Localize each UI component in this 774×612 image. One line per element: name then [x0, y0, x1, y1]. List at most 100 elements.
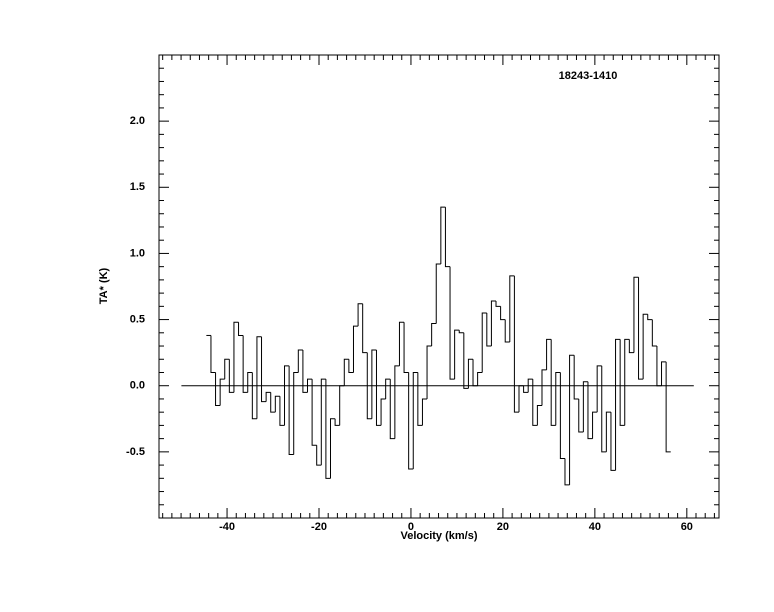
spectrum-channel	[449, 266, 455, 380]
spectrum-channel	[550, 339, 556, 426]
y-tick-label: 0.5	[130, 313, 145, 325]
spectrum-channel	[256, 336, 262, 419]
x-tick-label: 0	[408, 521, 414, 533]
spectrum-channel	[274, 395, 280, 413]
spectrum-channel	[619, 339, 625, 426]
spectrum-channel	[325, 379, 331, 479]
spectrum-channel	[481, 312, 487, 373]
spectrum-channel	[486, 312, 492, 347]
spectrum-channel	[500, 306, 506, 321]
spectrum-channel	[444, 207, 451, 268]
spectrum-channel	[624, 338, 630, 426]
spectrum-channel	[210, 335, 216, 373]
spectrum-channel	[431, 323, 437, 347]
spectrum-channel	[251, 372, 257, 420]
spectrum-channel	[647, 314, 653, 321]
spectrum-channel	[495, 301, 501, 307]
spectrum-channel	[242, 335, 248, 393]
spectrum-channel	[573, 355, 579, 400]
y-tick-label: 1.0	[130, 247, 145, 259]
spectrum-channel	[357, 303, 363, 327]
spectrum-channel	[578, 398, 584, 433]
spectrum-channel	[334, 418, 340, 426]
spectrum-channel	[288, 365, 294, 456]
spectrum-channel	[546, 338, 552, 370]
spectrum-channel	[348, 359, 354, 373]
y-tick-label: 1.5	[130, 181, 145, 193]
spectrum-channel	[665, 361, 671, 453]
spectrum-channel	[638, 277, 644, 380]
spectrum-channel	[555, 371, 561, 426]
spectrum-channel	[587, 381, 593, 440]
spectrum-channel	[412, 371, 418, 470]
spectrum-channel	[371, 349, 377, 419]
y-tick-label: 0.0	[130, 380, 145, 392]
spectrum-channel	[605, 411, 611, 452]
x-tick-label: 20	[497, 521, 509, 533]
spectrum-channel	[265, 391, 271, 402]
spectrum-channel	[380, 398, 386, 426]
spectrum-channel	[472, 359, 478, 387]
spectrum-channel	[440, 206, 446, 265]
spectrum-channel	[435, 263, 441, 324]
spectrum-channel	[408, 372, 414, 470]
spectrum-channel	[523, 385, 529, 393]
spectrum-channel	[454, 329, 460, 380]
spectrum-channel	[592, 411, 598, 439]
spectrum-channel	[403, 322, 409, 373]
spectrum-channel	[656, 346, 662, 387]
spectrum-channel	[504, 319, 510, 343]
spectrum-channel	[228, 359, 234, 393]
spectrum-channel	[385, 378, 391, 399]
y-axis-label: TA* (K)	[98, 267, 110, 304]
spectrum-channel	[343, 358, 349, 386]
spectrum-channel	[398, 321, 405, 366]
spectrum-channel	[261, 336, 267, 403]
spectrum-channel	[559, 372, 565, 459]
x-axis-label: Velocity (km/s)	[400, 530, 477, 542]
spectrum-channel	[628, 339, 634, 354]
spectrum-channel	[527, 378, 533, 393]
spectrum-channel	[615, 338, 621, 471]
spectrum-channel	[564, 458, 570, 486]
spectrum-channel	[582, 381, 588, 433]
spectrum-channel	[541, 369, 547, 406]
spectrum-channel	[238, 322, 244, 336]
spectrum-channel	[302, 349, 308, 393]
y-tick-label: -0.5	[126, 446, 145, 458]
plot-frame	[158, 54, 720, 519]
spectrum-channel	[463, 332, 469, 389]
spectrum-channel	[536, 405, 542, 426]
spectrum-channel	[297, 349, 303, 373]
spectrum-channel	[513, 275, 519, 413]
x-tick-label: 40	[589, 521, 601, 533]
spectrum-channel	[610, 412, 616, 471]
spectrum-channel	[247, 371, 253, 393]
spectrum-channel	[270, 392, 276, 413]
spectrum-channel	[215, 372, 221, 407]
spectrum-channel	[467, 358, 474, 389]
spectrum-channel	[532, 379, 538, 426]
spectrum-channel	[366, 352, 372, 420]
spectrum-channel	[477, 371, 483, 386]
spectrum-channel	[311, 379, 317, 446]
spectrum-channel	[307, 378, 313, 393]
spectrum-channel	[569, 354, 575, 485]
x-tick-label: -40	[219, 521, 235, 533]
spectrum-channel	[316, 445, 322, 466]
spectrum-channel	[339, 385, 345, 426]
spectrum-channel	[490, 300, 497, 347]
x-tick-label: -20	[311, 521, 327, 533]
spectrum-channel	[509, 275, 515, 343]
spectrum-channel	[293, 371, 299, 455]
spectrum-channel	[362, 303, 368, 354]
spectrum-channel	[233, 321, 239, 393]
chart-title: 18243-1410	[559, 70, 618, 82]
y-tick-label: 2.0	[130, 115, 145, 127]
spectrum-channel	[426, 345, 432, 399]
spectrum-channel	[224, 358, 230, 380]
spectrum-channel	[394, 365, 400, 439]
spectrum-channel	[642, 313, 648, 380]
spectrum-channel	[518, 385, 524, 413]
